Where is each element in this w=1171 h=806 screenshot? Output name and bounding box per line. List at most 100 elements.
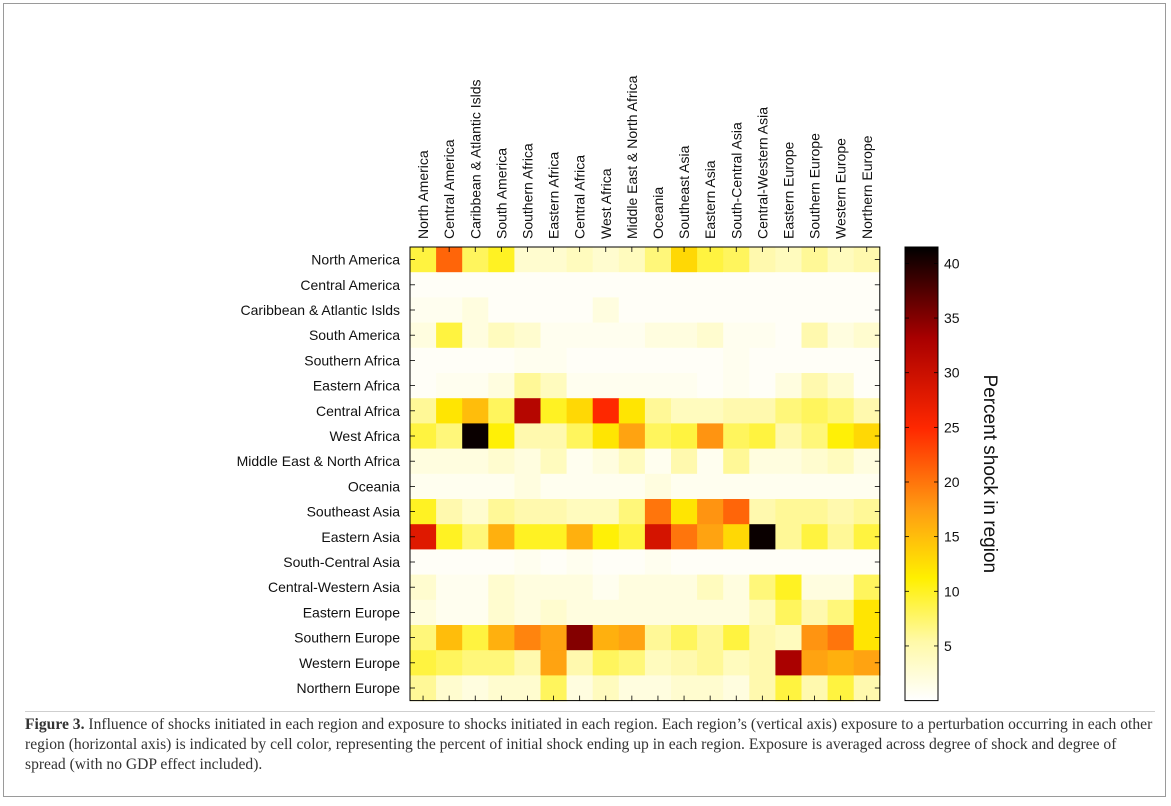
heatmap-cell xyxy=(592,524,620,550)
heatmap-cell xyxy=(671,574,698,601)
heatmap-cell xyxy=(618,423,646,450)
heatmap-cell xyxy=(749,524,776,550)
heatmap-cell xyxy=(566,574,594,601)
y-tick-label: Eastern Asia xyxy=(321,529,400,545)
heatmap-cell xyxy=(801,398,829,424)
heatmap-cell xyxy=(540,373,568,399)
heatmap-cell xyxy=(827,373,855,399)
heatmap-cell xyxy=(462,499,489,525)
heatmap-cell xyxy=(618,448,646,475)
heatmap-cell xyxy=(644,322,672,349)
heatmap-cell xyxy=(462,398,489,424)
heatmap-cell xyxy=(749,448,776,475)
x-tick-label: Southern Africa xyxy=(519,143,535,239)
heatmap-cell xyxy=(514,524,542,550)
heatmap-cell xyxy=(566,473,594,500)
y-tick-label: Southern Europe xyxy=(294,630,400,646)
heatmap-cell xyxy=(644,398,672,424)
heatmap-cell xyxy=(697,322,724,349)
heatmap-cell xyxy=(618,473,646,500)
heatmap-cell xyxy=(592,448,620,475)
heatmap-cell xyxy=(697,373,724,399)
heatmap-cell xyxy=(618,599,646,626)
y-tick-label: South America xyxy=(309,327,400,343)
heatmap-cell xyxy=(749,322,776,349)
heatmap-cell xyxy=(775,448,803,475)
heatmap-cell xyxy=(592,625,620,651)
heatmap-cell xyxy=(618,549,646,576)
heatmap-cell xyxy=(436,272,463,298)
x-tick-label: Western Europe xyxy=(833,138,849,239)
heatmap-cell xyxy=(514,398,542,424)
heatmap-cell xyxy=(436,499,463,525)
y-tick-label: South-Central Asia xyxy=(283,554,400,570)
heatmap-cell xyxy=(592,297,620,324)
heatmap-cell xyxy=(462,473,489,500)
heatmap-cell xyxy=(618,650,646,676)
x-tick-label: Middle East & North Africa xyxy=(624,75,640,239)
heatmap-cell xyxy=(775,297,803,324)
heatmap-cell xyxy=(827,473,855,500)
heatmap-cell xyxy=(514,322,542,349)
heatmap-cell xyxy=(827,398,855,424)
heatmap-cell xyxy=(436,549,463,576)
colorbar-tick-label: 5 xyxy=(944,638,952,654)
x-tick-label: South America xyxy=(493,148,509,239)
heatmap-cell xyxy=(697,398,724,424)
heatmap-cell xyxy=(540,448,568,475)
heatmap-cell xyxy=(618,398,646,424)
heatmap-cell xyxy=(566,272,594,298)
heatmap-cell xyxy=(644,625,672,651)
heatmap-cell xyxy=(827,524,855,550)
heatmap-cell xyxy=(697,599,724,626)
heatmap-cell xyxy=(749,549,776,576)
heatmap-cell xyxy=(566,549,594,576)
y-tick-label: North America xyxy=(311,252,400,268)
y-tick-label: Southern Africa xyxy=(304,352,400,368)
y-axis-ticks xyxy=(410,259,880,689)
heatmap-cell xyxy=(827,448,855,475)
heatmap-cell xyxy=(462,549,489,576)
heatmap-cell xyxy=(462,347,489,374)
heatmap-cell xyxy=(775,322,803,349)
heatmap-cell xyxy=(775,574,803,601)
heatmap-cell xyxy=(566,398,594,424)
heatmap-cell xyxy=(488,574,515,601)
heatmap-cell xyxy=(749,574,776,601)
x-tick-label: Southeast Asia xyxy=(676,145,692,239)
heatmap-cell xyxy=(566,297,594,324)
heatmap-cell xyxy=(592,347,620,374)
heatmap-cell xyxy=(723,625,750,651)
heatmap-cell xyxy=(697,650,724,676)
heatmap-cell xyxy=(697,524,724,550)
heatmap-cell xyxy=(488,448,515,475)
heatmap-cell xyxy=(514,373,542,399)
heatmap-cell xyxy=(436,650,463,676)
heatmap-cell xyxy=(592,549,620,576)
y-axis-labels: North America Central America Caribbean & … xyxy=(237,252,401,696)
heatmap-cell xyxy=(827,347,855,374)
heatmap-cell xyxy=(514,297,542,324)
heatmap-cell xyxy=(566,322,594,349)
heatmap-cell xyxy=(540,398,568,424)
figure-caption: Figure 3. Influence of shocks initiated … xyxy=(25,715,1155,775)
y-tick-label: Eastern Africa xyxy=(313,378,400,394)
heatmap-cell xyxy=(801,625,829,651)
heatmap-cell xyxy=(671,398,698,424)
heatmap-cell xyxy=(566,599,594,626)
heatmap-cell xyxy=(566,499,594,525)
heatmap-cell xyxy=(644,650,672,676)
caption-divider xyxy=(25,711,1155,712)
y-tick-label: Central Africa xyxy=(316,403,400,419)
heatmap-cell xyxy=(566,524,594,550)
heatmap-cell xyxy=(671,524,698,550)
heatmap-cell xyxy=(436,347,463,374)
heatmap-cell xyxy=(540,347,568,374)
heatmap-cell xyxy=(514,473,542,500)
heatmap-cell xyxy=(592,599,620,626)
figure-frame: North America Central America Caribbean & … xyxy=(3,3,1166,797)
heatmap-cell xyxy=(801,499,829,525)
heatmap-cell xyxy=(827,272,855,298)
heatmap-cell xyxy=(644,549,672,576)
y-tick-label: Oceania xyxy=(348,478,400,494)
